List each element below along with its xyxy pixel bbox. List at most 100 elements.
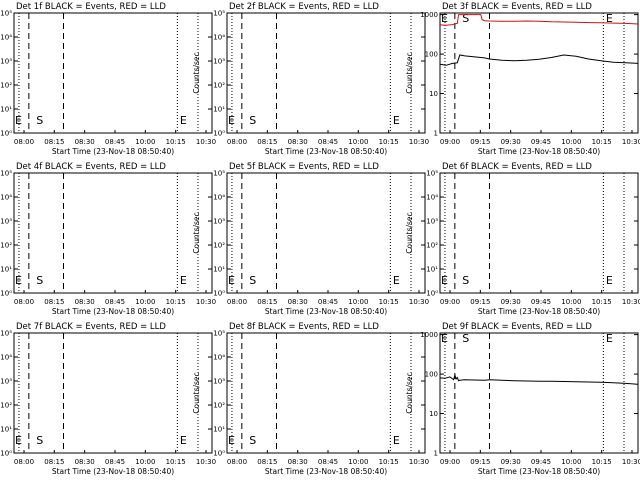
panel-7-title: Det 7f BLACK = Events, RED = LLD [16, 322, 166, 332]
panel-5-frame [226, 172, 426, 294]
panel-3-ytick-label: 100 [425, 51, 438, 59]
panel-6-ytick-label: 10⁴ [426, 194, 438, 202]
panel-6-ytick-label: 10⁰ [426, 290, 438, 298]
panel-1-frame [13, 12, 213, 134]
panel-2-xlabel: Start Time (23-Nov-18 08:50:40) [265, 147, 387, 156]
panel-5-ytick-label: 10² [213, 242, 225, 250]
panel-2-end-label: E [393, 114, 400, 127]
panel-5-xtick-label: 10:30 [409, 298, 429, 306]
panel-2-xtick-label: 10:30 [409, 138, 429, 146]
panel-9-ytick-label: 1000 [420, 331, 438, 339]
panel-1-xtick-label: 08:15 [44, 138, 64, 146]
panel-4-start-label: S [36, 274, 43, 287]
panel-9-ytick-label: 100 [425, 371, 438, 379]
panel-8-xtick-label: 10:15 [379, 458, 399, 466]
panel-5-xtick-label: 08:45 [318, 298, 338, 306]
panel-5-edge-label: E [228, 274, 235, 287]
panel-2-ytick-label: 10⁴ [213, 34, 225, 42]
panel-6-ytick-label: 10³ [426, 218, 438, 226]
panel-6-xtick-label: 09:30 [501, 298, 521, 306]
panel-8-xtick-label: 08:45 [318, 458, 338, 466]
panel-6-frame [439, 172, 639, 294]
panel-1-ytick-label: 10⁰ [0, 130, 12, 138]
panel-6-xtick-label: 09:00 [440, 298, 460, 306]
panel-3-xlabel: Start Time (23-Nov-18 08:50:40) [478, 147, 600, 156]
panel-7-xtick-label: 10:00 [135, 458, 155, 466]
panel-7-ytick-label: 10⁴ [0, 354, 12, 362]
panel-9-title: Det 9f BLACK = Events, RED = LLD [442, 322, 592, 332]
panel-8-ytick-label: 10¹ [213, 426, 225, 434]
panel-7-xtick-label: 10:15 [166, 458, 186, 466]
panel-8-xtick-label: 08:00 [227, 458, 247, 466]
panel-3-title: Det 3f BLACK = Events, RED = LLD [442, 2, 592, 12]
panel-4-xtick-label: 10:30 [196, 298, 216, 306]
panel-5-ytick-label: 10⁰ [213, 290, 225, 298]
panel-9-xtick-label: 10:30 [622, 458, 640, 466]
panel-3-xtick-label: 10:30 [622, 138, 640, 146]
panel-4-end-label: E [180, 274, 187, 287]
panel-4-xlabel: Start Time (23-Nov-18 08:50:40) [52, 307, 174, 316]
panel-5-ytick-label: 10⁴ [213, 194, 225, 202]
panel-8-ylabel: Counts/sec [192, 372, 201, 413]
panel-4-xtick-label: 08:30 [75, 298, 95, 306]
panel-1-xtick-label: 08:00 [14, 138, 34, 146]
panel-1-ytick-label: 10⁵ [0, 10, 12, 18]
panel-9-ytick-label: 10 [429, 410, 438, 418]
panel-9-xlabel: Start Time (23-Nov-18 08:50:40) [478, 467, 600, 476]
panel-2-start-label: S [249, 114, 256, 127]
panel-3-ylabel: Counts/sec [405, 52, 414, 93]
panel-5-xlabel: Start Time (23-Nov-18 08:50:40) [265, 307, 387, 316]
panel-4-ytick-label: 10⁵ [0, 170, 12, 178]
panel-2-ytick-label: 10⁰ [213, 130, 225, 138]
panel-6-title: Det 6f BLACK = Events, RED = LLD [442, 162, 592, 172]
panel-8-xtick-label: 08:15 [257, 458, 277, 466]
panel-1-xtick-label: 10:30 [196, 138, 216, 146]
panel-8-xtick-label: 08:30 [288, 458, 308, 466]
panel-7-ytick-label: 10⁰ [0, 450, 12, 458]
panel-9-frame [439, 332, 639, 454]
panel-2-ylabel: Counts/sec [192, 52, 201, 93]
panel-3-end-label: E [606, 12, 613, 25]
panel-3-start-label: S [462, 12, 469, 25]
panel-5-xtick-label: 08:30 [288, 298, 308, 306]
panel-6-xtick-label: 09:45 [531, 298, 551, 306]
panel-5-title: Det 5f BLACK = Events, RED = LLD [229, 162, 379, 172]
panel-3-xtick-label: 10:15 [592, 138, 612, 146]
panel-7-end-label: E [180, 434, 187, 447]
panel-3-xtick-label: 09:15 [470, 138, 490, 146]
panel-8-xtick-label: 10:00 [348, 458, 368, 466]
panel-8-ytick-label: 10⁵ [213, 330, 225, 338]
panel-6-start-label: S [462, 274, 469, 287]
panel-8-frame [226, 332, 426, 454]
panel-1-ytick-label: 10² [0, 82, 12, 90]
panel-2-frame [226, 12, 426, 134]
panel-5-ylabel: Counts/sec [192, 212, 201, 253]
panel-3-xtick-label: 09:30 [501, 138, 521, 146]
panel-4-xtick-label: 08:15 [44, 298, 64, 306]
panel-6-xlabel: Start Time (23-Nov-18 08:50:40) [478, 307, 600, 316]
panel-7-start-label: S [36, 434, 43, 447]
panel-9-edge-label: E [441, 332, 448, 345]
panel-5-xtick-label: 10:00 [348, 298, 368, 306]
panel-1-xtick-label: 08:45 [105, 138, 125, 146]
panel-4-xtick-label: 10:15 [166, 298, 186, 306]
panel-6-edge-label: E [441, 274, 448, 287]
panel-3-series-0 [439, 14, 639, 26]
panel-6-xtick-label: 10:00 [561, 298, 581, 306]
panel-1-xtick-label: 08:30 [75, 138, 95, 146]
panel-1-xlabel: Start Time (23-Nov-18 08:50:40) [52, 147, 174, 156]
panel-9-xtick-label: 09:15 [470, 458, 490, 466]
panel-1-xtick-label: 10:00 [135, 138, 155, 146]
panel-4-ytick-label: 10² [0, 242, 12, 250]
panel-6-end-label: E [606, 274, 613, 287]
panel-8-title: Det 8f BLACK = Events, RED = LLD [229, 322, 379, 332]
panel-9-ytick-label: 1 [434, 450, 438, 458]
panel-1-title: Det 1f BLACK = Events, RED = LLD [16, 2, 166, 12]
panel-4-edge-label: E [15, 274, 22, 287]
panel-4-title: Det 4f BLACK = Events, RED = LLD [16, 162, 166, 172]
panel-9-end-label: E [606, 332, 613, 345]
panel-6-ytick-label: 10² [426, 242, 438, 250]
panel-7-xtick-label: 08:45 [105, 458, 125, 466]
panel-9-series-0 [439, 373, 639, 385]
